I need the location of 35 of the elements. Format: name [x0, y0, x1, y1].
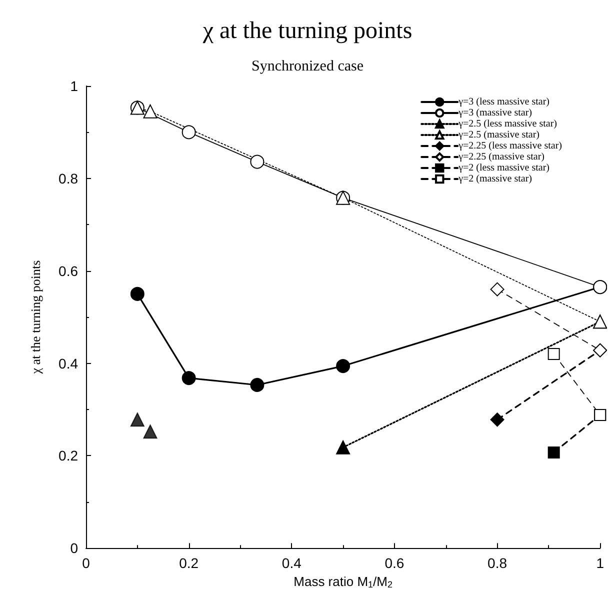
point: [548, 348, 560, 360]
legend-label: γ=3 (massive star): [458, 108, 532, 118]
x-tick-label: 0.8: [488, 555, 508, 572]
point: [336, 359, 350, 374]
y-tick-label: 0: [70, 540, 78, 556]
point: [130, 412, 144, 427]
x-tick-label: 0.6: [384, 555, 404, 572]
x-tick-label: 0.4: [282, 555, 302, 572]
legend-label: γ=2 (less massive star): [458, 162, 550, 174]
legend-label: γ=2.5 (massive star): [458, 130, 540, 140]
point: [130, 286, 144, 301]
point: [490, 412, 504, 427]
legend-label: γ=2.25 (massive star): [458, 152, 544, 162]
point: [143, 424, 158, 439]
y-axis-title: χ at the turning points: [28, 260, 43, 375]
point: [143, 104, 158, 118]
point: [182, 125, 196, 140]
legend-label: γ=2.25 (less massive star): [458, 140, 562, 152]
point: [182, 371, 196, 386]
y-tick-label: 0.4: [58, 355, 78, 372]
legend-label: γ=2.5 (less massive star): [458, 118, 557, 130]
y-tick-label: 0.8: [58, 170, 78, 186]
legend-label: γ=3 (less massive star): [458, 96, 550, 108]
chart-subtitle: Synchronized case: [251, 58, 364, 74]
y-tick-label: 0.6: [58, 262, 78, 279]
x-tick-label: 0.2: [179, 555, 199, 572]
point: [250, 154, 264, 169]
y-tick-label: 1: [70, 78, 78, 94]
point: [548, 446, 560, 458]
y-tick-label: 0.2: [58, 448, 78, 464]
x-tick-label: 1: [596, 555, 604, 572]
point: [250, 378, 264, 392]
legend-label: γ=2 (massive star): [458, 174, 532, 184]
x-tick-label: 0: [82, 555, 90, 572]
chart-title: χ at the turning points: [202, 18, 412, 44]
